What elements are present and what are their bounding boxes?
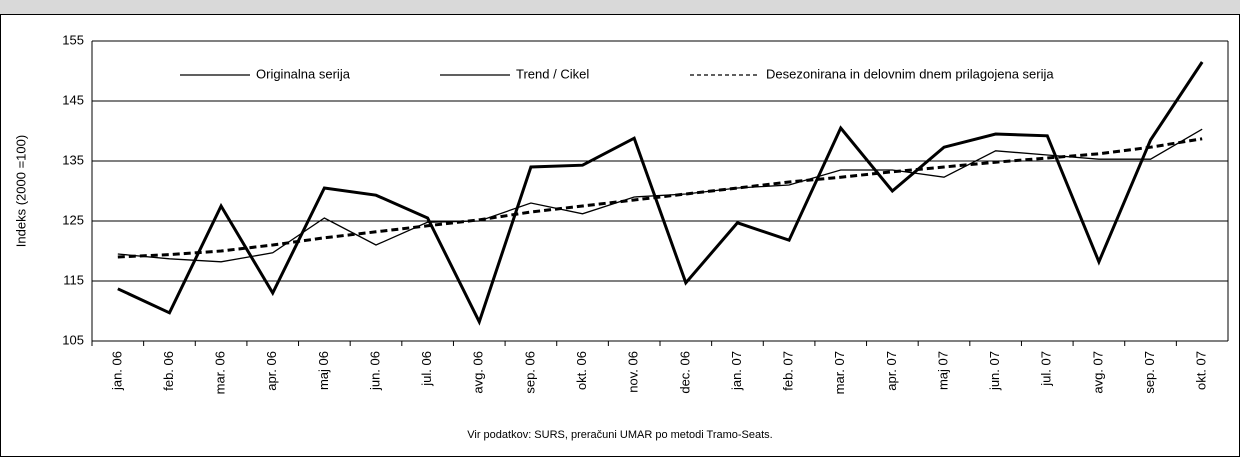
y-tick-label: 115 — [63, 272, 84, 287]
y-tick-label: 105 — [62, 332, 84, 347]
x-tick-label: jun. 07 — [987, 351, 1002, 391]
x-tick-label: maj 06 — [316, 351, 331, 390]
y-tick-label: 135 — [62, 152, 84, 167]
legend-label: Originalna serija — [256, 66, 351, 81]
x-tick-label: sep. 06 — [522, 351, 537, 394]
x-tick-label: feb. 06 — [161, 351, 176, 391]
x-tick-label: mar. 06 — [213, 351, 228, 394]
chart-frame — [0, 14, 1240, 457]
x-tick-label: dec. 06 — [677, 351, 692, 394]
x-tick-label: okt. 07 — [1194, 351, 1209, 390]
x-tick-label: nov. 06 — [626, 351, 641, 393]
x-tick-label: apr. 07 — [884, 351, 899, 391]
x-tick-label: mar. 07 — [832, 351, 847, 394]
header-bar — [0, 0, 1240, 14]
x-tick-label: feb. 07 — [781, 351, 796, 391]
x-tick-label: jan. 06 — [109, 351, 124, 391]
source-note: Vir podatkov: SURS, preračuni UMAR po me… — [467, 429, 772, 441]
x-tick-label: jun. 06 — [367, 351, 382, 391]
y-axis-label: Indeks (2000 =100) — [13, 135, 28, 247]
series-line — [117, 137, 1203, 259]
x-tick-label: sep. 07 — [1142, 351, 1157, 394]
y-tick-label: 125 — [62, 212, 84, 227]
x-tick-label: jan. 07 — [729, 351, 744, 391]
y-tick-label: 155 — [62, 32, 84, 47]
legend-label: Trend / Cikel — [516, 66, 589, 81]
x-tick-label: jul. 06 — [419, 351, 434, 387]
x-tick-label: okt. 06 — [574, 351, 589, 390]
legend-label: Desezonirana in delovnim dnem prilagojen… — [766, 66, 1054, 81]
x-tick-label: jul. 07 — [1039, 351, 1054, 387]
x-tick-label: avg. 06 — [471, 351, 486, 394]
x-tick-label: avg. 07 — [1090, 351, 1105, 394]
x-tick-label: apr. 06 — [264, 351, 279, 391]
y-tick-label: 145 — [62, 92, 84, 107]
x-tick-label: maj 07 — [935, 351, 950, 390]
